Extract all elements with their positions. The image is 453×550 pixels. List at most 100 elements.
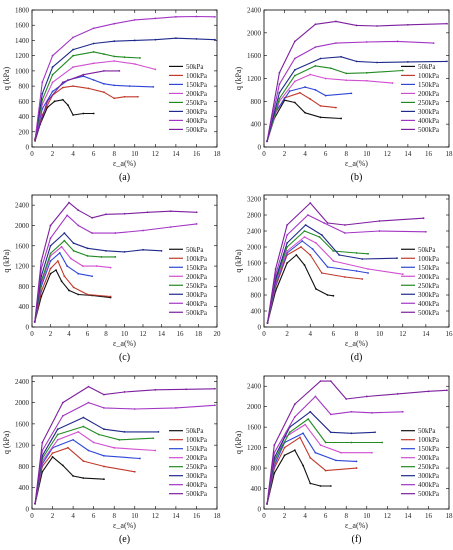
- legend-entry: 300kPa: [418, 472, 440, 480]
- data-point: [195, 38, 198, 40]
- y-tick-label: 1600: [15, 420, 30, 428]
- data-point: [315, 288, 317, 290]
- legend-entry: 200kPa: [186, 273, 208, 281]
- data-point: [274, 268, 277, 270]
- data-point: [355, 467, 358, 469]
- data-point: [302, 432, 304, 435]
- data-point: [355, 60, 358, 63]
- data-point: [309, 456, 312, 459]
- x-tick-label: 6: [92, 150, 96, 158]
- legend-entry: 50kPa: [418, 427, 436, 435]
- plot-frame: [31, 9, 218, 148]
- panel-label: (e): [119, 534, 130, 545]
- data-point: [86, 247, 89, 250]
- legend-entry: 50kPa: [418, 63, 436, 71]
- series-line: [266, 449, 331, 505]
- data-point: [378, 230, 381, 232]
- data-point: [319, 485, 322, 487]
- data-point: [157, 430, 160, 433]
- data-point: [68, 289, 70, 292]
- data-point: [113, 22, 116, 25]
- data-point: [46, 100, 49, 103]
- x-tick-label: 8: [355, 330, 359, 338]
- y-tick-label: 400: [251, 121, 262, 129]
- data-point: [51, 54, 54, 57]
- legend-entry: 400kPa: [186, 481, 208, 489]
- data-point: [286, 262, 289, 264]
- y-tick-label: 400: [251, 308, 262, 316]
- legend-entry: 400kPa: [186, 117, 208, 125]
- y-tick-label: 2000: [247, 244, 262, 252]
- data-point: [128, 85, 131, 88]
- series-line: [266, 254, 334, 324]
- data-point: [51, 455, 54, 458]
- legend-entry: 200kPa: [418, 454, 440, 462]
- x-tick-label: 14: [172, 512, 180, 520]
- x-tick-label: 0: [262, 512, 266, 520]
- y-tick-label: 1600: [15, 242, 30, 250]
- series-line: [34, 70, 120, 140]
- series-line: [34, 75, 154, 140]
- series-line: [34, 232, 162, 322]
- x-tick-label: 16: [425, 150, 433, 158]
- data-point: [86, 293, 89, 296]
- series-line: [266, 202, 424, 324]
- data-point: [33, 321, 36, 323]
- data-point: [214, 38, 216, 41]
- data-point: [133, 63, 136, 65]
- data-point: [185, 388, 188, 391]
- legend-entry: 150kPa: [186, 264, 208, 272]
- data-point: [319, 57, 322, 60]
- data-point: [320, 234, 323, 236]
- y-tick-label: 3200: [247, 196, 262, 204]
- data-point: [319, 380, 322, 383]
- data-point: [41, 92, 44, 95]
- x-tick-label: 10: [121, 330, 129, 338]
- data-point: [406, 23, 409, 26]
- data-point: [329, 380, 332, 383]
- series-line: [266, 424, 372, 504]
- data-point: [446, 22, 448, 25]
- x-tick-label: 0: [30, 150, 34, 158]
- x-tick-label: 16: [446, 330, 453, 338]
- legend-entry: 50kPa: [186, 427, 204, 435]
- data-point: [365, 79, 368, 82]
- data-point: [345, 79, 348, 82]
- data-point: [72, 48, 75, 51]
- data-point: [365, 71, 368, 74]
- data-point: [103, 465, 105, 468]
- data-point: [311, 248, 314, 250]
- data-point: [34, 502, 36, 505]
- series-line: [266, 65, 403, 142]
- data-point: [56, 433, 59, 436]
- data-point: [113, 446, 116, 449]
- data-point: [319, 116, 322, 119]
- legend-entry: 500kPa: [186, 126, 208, 134]
- y-tick-label: 400: [19, 484, 30, 492]
- y-tick-label: 1200: [15, 263, 30, 271]
- data-point: [424, 230, 427, 233]
- data-point: [60, 280, 63, 283]
- data-point: [391, 82, 394, 84]
- data-point: [314, 46, 317, 49]
- legend-entry: 500kPa: [418, 126, 440, 134]
- data-point: [41, 81, 44, 84]
- y-tick-label: 2000: [247, 29, 262, 37]
- y-tick-label: 1200: [15, 442, 30, 450]
- data-point: [56, 438, 59, 441]
- data-point: [123, 391, 126, 393]
- data-point: [152, 85, 155, 88]
- y-tick-label: 2400: [247, 7, 262, 15]
- series-line: [266, 40, 434, 142]
- data-point: [345, 72, 348, 75]
- x-tick-label: 12: [152, 150, 160, 158]
- data-point: [371, 411, 373, 414]
- legend-entry: 100kPa: [186, 255, 208, 263]
- chart-panel: 0 2 4 6 8 10 12 14 16 0 400 800 1200 1600 2000 2400 2800…: [234, 194, 453, 363]
- x-tick-label: 12: [399, 330, 407, 338]
- data-point: [113, 55, 116, 58]
- legend-entry: 200kPa: [418, 90, 440, 98]
- data-point: [288, 90, 291, 92]
- x-tick-label: 10: [363, 150, 371, 158]
- y-tick-label: 200: [19, 128, 30, 136]
